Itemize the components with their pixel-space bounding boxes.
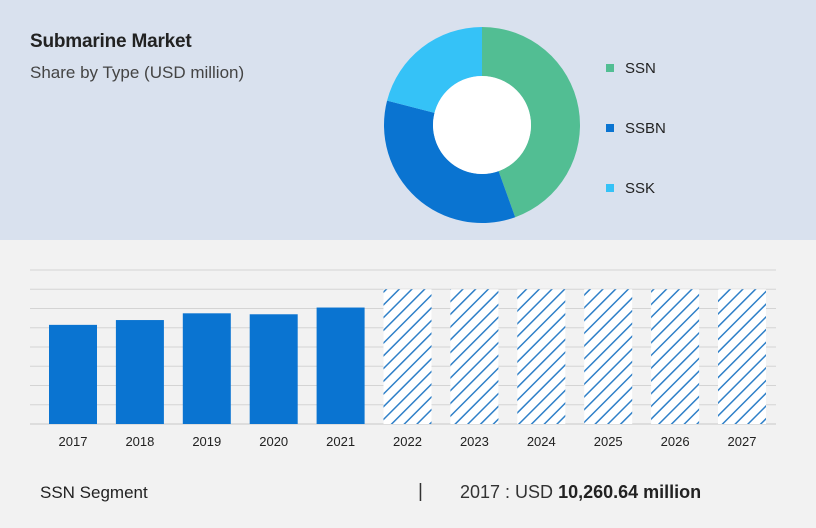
forecast-bar-2024 [517,289,566,424]
x-axis-ticks: 2017 2018 2019 2020 2021 2022 2023 2024 2025 2026… [59,434,757,449]
forecast-bar-2025 [584,289,633,424]
legend-label-ssn: SSN [625,60,656,77]
x-tick-2024: 2024 [527,434,556,449]
segment-value: 2017 : USD 10,260.64 million [460,482,701,503]
bar-2020 [249,314,298,424]
x-tick-2017: 2017 [59,434,88,449]
x-tick-2019: 2019 [192,434,221,449]
donut-slice-ssbn [384,100,516,223]
bar-2019 [182,313,231,424]
x-tick-2018: 2018 [125,434,154,449]
x-tick-2026: 2026 [661,434,690,449]
x-tick-2020: 2020 [259,434,288,449]
donut-hole [433,76,531,174]
legend-swatch-ssk [606,184,614,192]
legend-label-ssk: SSK [625,180,655,197]
segment-label: SSN Segment [40,483,148,502]
bar-2021 [316,307,365,424]
chart-title: Submarine Market [30,31,192,52]
forecast-bar-2022 [383,289,432,424]
footer-separator: | [418,481,423,502]
bar-2018 [115,320,164,424]
donut-slice-ssk [387,27,482,113]
forecast-bar-2023 [450,289,499,424]
x-tick-2027: 2027 [728,434,757,449]
forecast-bar-2027 [718,289,766,424]
donut-slice-ssn [482,27,580,218]
bar-2017 [49,324,97,424]
legend-label-ssbn: SSBN [625,120,666,137]
x-tick-2025: 2025 [594,434,623,449]
chart-subtitle: Share by Type (USD million) [30,63,245,82]
forecast-bar-2026 [651,289,700,424]
x-tick-2021: 2021 [326,434,355,449]
legend-swatch-ssbn [606,124,614,132]
legend-swatch-ssn [606,64,614,72]
donut-chart [384,27,580,223]
segment-value-amount: 10,260.64 million [558,482,702,502]
x-tick-2023: 2023 [460,434,489,449]
segment-value-prefix: 2017 : USD [460,482,554,502]
bar-series [49,289,766,424]
x-tick-2022: 2022 [393,434,422,449]
donut-legend: SSN SSBN SSK [606,60,666,197]
